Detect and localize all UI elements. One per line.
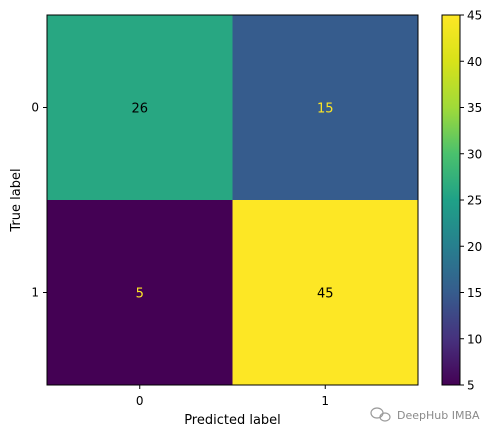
cell-value-1-0: 5: [136, 287, 144, 302]
x-axis-label: Predicted label: [184, 413, 281, 428]
colorbar-tick-label: 10: [467, 332, 482, 346]
y-tick-label: 0: [31, 101, 39, 115]
colorbar-tick-label: 5: [467, 379, 475, 393]
colorbar-ticks: 5 10 15 20 25 30 35 40 45: [460, 9, 482, 393]
watermark-text: DeepHub IMBA: [397, 409, 480, 422]
y-axis-label: True label: [9, 168, 24, 232]
cell-value-labels: 26 15 5 45: [131, 102, 333, 302]
cell-value-0-0: 26: [131, 102, 148, 117]
y-tick-label: 1: [31, 286, 39, 300]
y-axis-ticks: 01: [31, 101, 47, 300]
cell-value-0-1: 15: [317, 102, 334, 117]
heatmap-cell-1-0: [47, 200, 233, 385]
colorbar-tick-label: 40: [467, 55, 482, 69]
cell-value-1-1: 45: [317, 287, 334, 302]
x-tick-label: 0: [136, 394, 144, 408]
wechat-icon: [370, 407, 391, 422]
colorbar-tick-label: 35: [467, 101, 482, 115]
heatmap-cell-0-1: [232, 15, 418, 200]
colorbar-tick-label: 25: [467, 194, 482, 208]
colorbar-tick-label: 45: [467, 9, 482, 23]
colorbar-tick-label: 15: [467, 286, 482, 300]
colorbar: [441, 14, 461, 386]
colorbar-tick-label: 20: [467, 240, 482, 254]
x-tick-label: 1: [321, 394, 329, 408]
heatmap-cell-1-1: [232, 200, 418, 385]
watermark: DeepHub IMBA: [370, 407, 480, 422]
colorbar-tick-label: 30: [467, 147, 482, 161]
heatmap-cell-0-0: [47, 15, 233, 200]
plot-frame: [46, 14, 419, 386]
heatmap-cells: [47, 15, 418, 385]
